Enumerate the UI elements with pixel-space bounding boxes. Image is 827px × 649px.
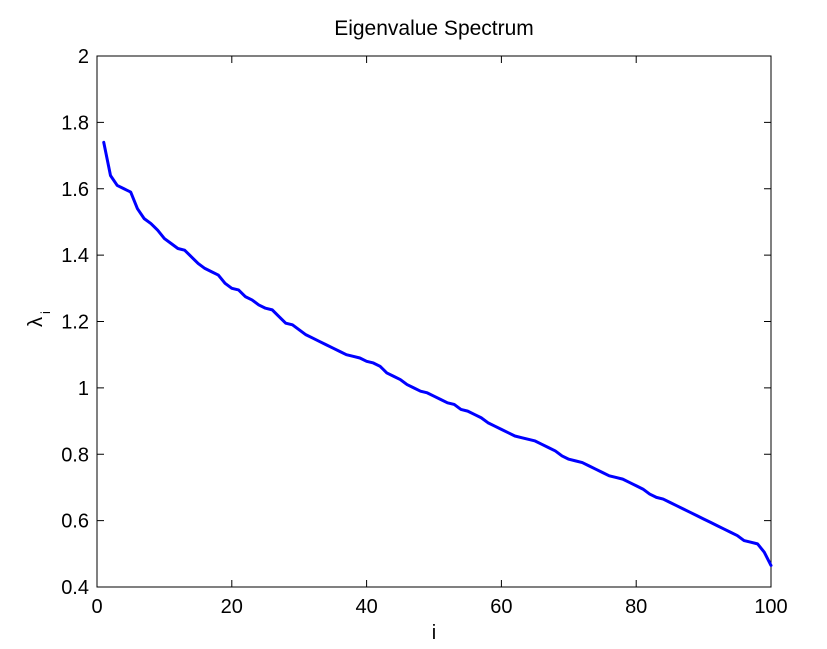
y-tick-label: 1.2 (61, 312, 89, 334)
series-line (102, 140, 773, 567)
tick-label-group: 0 20 40 60 80 100 0.4 0.6 0.8 1 1.2 1.4 1.6 1.8 2 (61, 46, 788, 618)
x-axis-label: i (432, 622, 436, 644)
y-tick-label: 2 (78, 46, 89, 68)
y-axis-label-group: λ i (25, 311, 53, 327)
y-axis-label: λ (25, 317, 47, 327)
y-tick-label: 0.8 (61, 444, 89, 466)
x-tick-label: 40 (355, 596, 377, 618)
y-tick-label: 1.6 (61, 179, 89, 201)
chart-title: Eigenvalue Spectrum (334, 17, 534, 40)
tick-group (96, 55, 772, 588)
x-tick-label: 20 (221, 596, 243, 618)
x-tick-label: 100 (754, 596, 787, 618)
x-tick-label: 0 (91, 596, 102, 618)
x-tick-label: 60 (490, 596, 512, 618)
y-axis-label-subscript: i (38, 311, 53, 314)
y-tick-label: 1.8 (61, 112, 89, 134)
x-tick-label: 80 (625, 596, 647, 618)
y-tick-label: 1 (78, 378, 89, 400)
y-tick-label: 1.4 (61, 245, 89, 267)
y-tick-label: 0.4 (61, 577, 89, 599)
y-tick-label: 0.6 (61, 511, 89, 533)
